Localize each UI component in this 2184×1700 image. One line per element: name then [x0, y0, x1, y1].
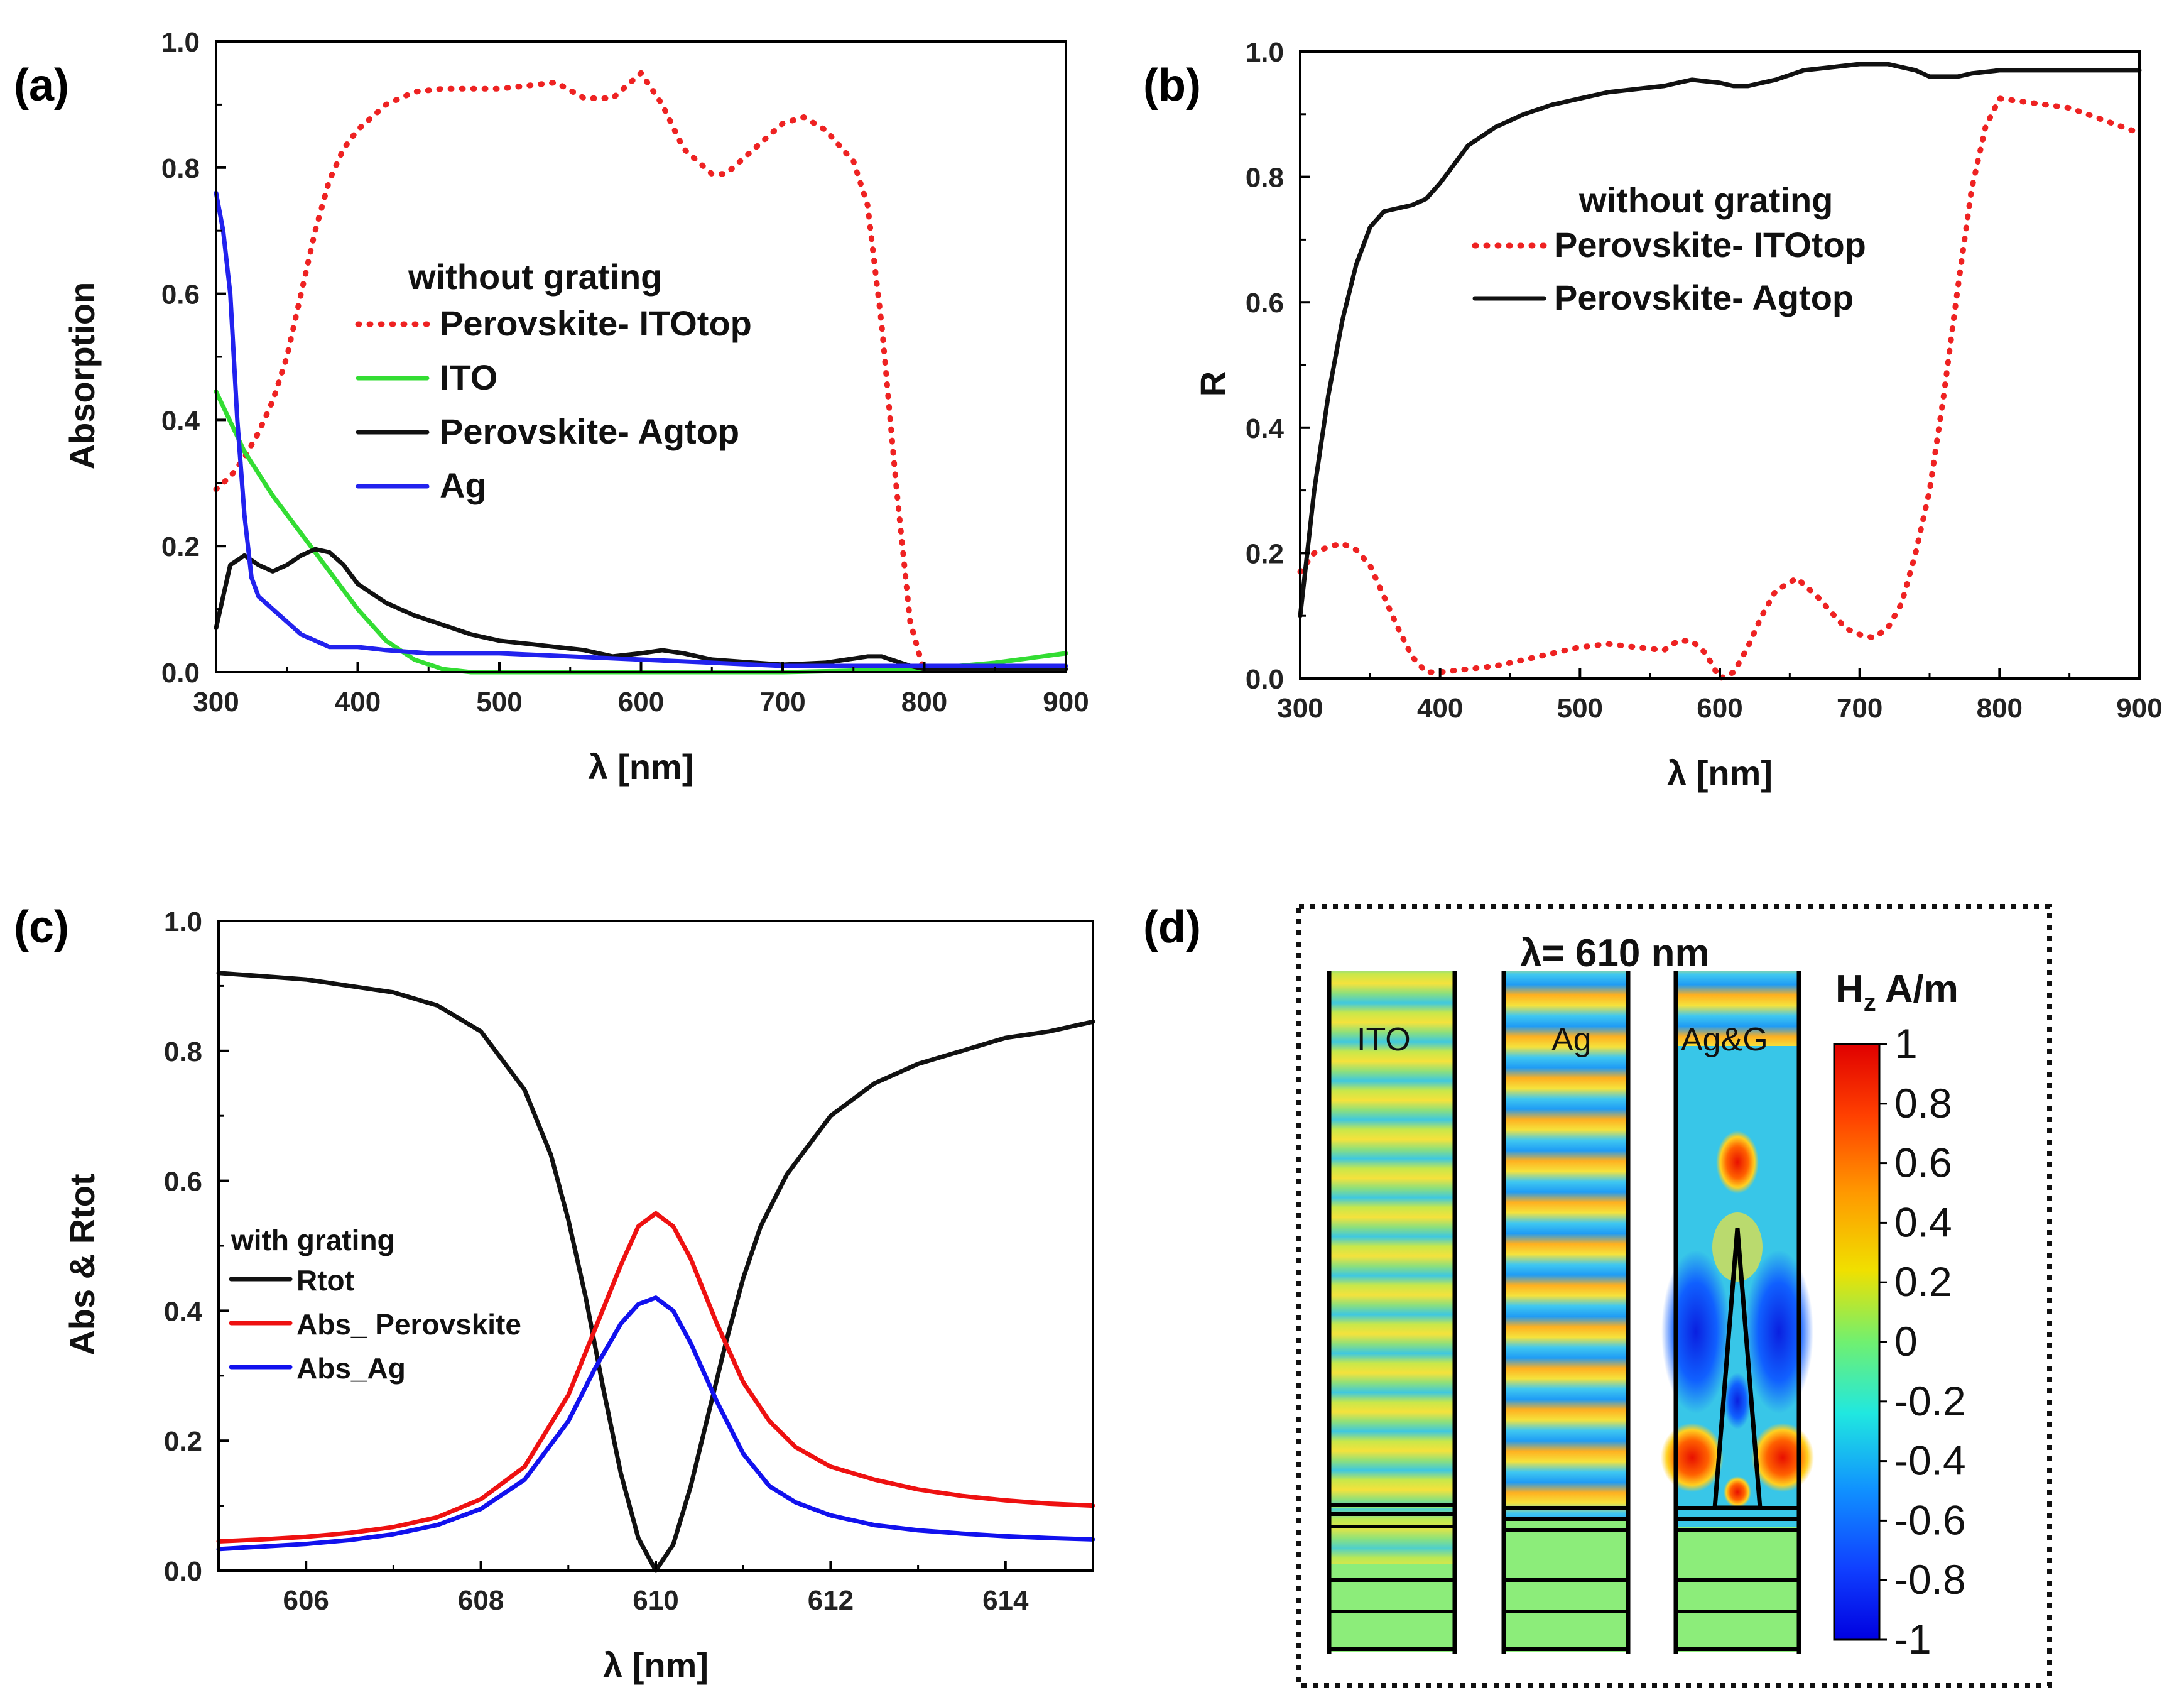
series-line-perovskite-itotop: [213, 70, 927, 675]
field-map-ito: ITO: [1327, 971, 1457, 1654]
legend-title: with grating: [231, 1224, 395, 1256]
field-map-label-ito: ITO: [1357, 1022, 1411, 1058]
x-tick-label: 900: [1043, 687, 1089, 717]
colorbar-label: Hz A/m: [1835, 967, 1959, 1016]
colorbar-tick-label: -0.4: [1894, 1437, 1966, 1484]
y-tick-label: 1.0: [1246, 37, 1284, 68]
colorbar-tick-label: 0.6: [1894, 1140, 1952, 1186]
y-tick-label: 0.2: [164, 1426, 202, 1457]
field-map-label-ag-grating: Ag&G: [1681, 1022, 1768, 1058]
y-axis-label: Absorption: [62, 282, 102, 470]
y-tick-label: 0.6: [161, 280, 200, 310]
x-tick-label: 400: [335, 687, 381, 717]
x-axis-label: λ [nm]: [1667, 753, 1773, 793]
y-tick-label: 0.0: [164, 1556, 202, 1587]
panel-label-c: (c): [14, 902, 69, 952]
chart-c: 606 608 610 612 614 0.0 0.2 0.4 0.6 0.8 1.0 λ [nm] A…: [62, 907, 1095, 1685]
field-map-ag-grating: Ag&G: [1661, 971, 1814, 1654]
x-tick-label: 606: [283, 1585, 329, 1616]
legend-entry: Rtot: [296, 1264, 354, 1297]
y-tick-label: 0.2: [1246, 538, 1284, 569]
legend-entry: Ag: [440, 466, 487, 505]
colorbar-tick-label: -0.8: [1894, 1556, 1966, 1603]
colorbar-tick-label: -0.2: [1894, 1378, 1966, 1424]
colorbar-gradient: [1833, 1043, 1881, 1641]
x-tick-label: 800: [901, 687, 947, 717]
x-tick-label: 900: [2116, 693, 2162, 724]
plot-frame: [1299, 50, 2141, 680]
legend-entry: Perovskite- ITOtop: [1554, 225, 1866, 264]
x-axis-label: λ [nm]: [589, 747, 694, 787]
series-line-abs-perovskite: [216, 1211, 1095, 1544]
legend-entry: Perovskite- Agtop: [1554, 278, 1854, 317]
x-tick-label: 610: [633, 1585, 678, 1616]
y-tick-label: 0.0: [161, 658, 200, 689]
y-tick-label: 0.4: [161, 405, 200, 436]
field-map-dotted-frame: [1296, 904, 2052, 1688]
panel-label-d: (d): [1143, 902, 1201, 952]
y-tick-label: 0.8: [161, 153, 200, 184]
legend-entry: Perovskite- Agtop: [440, 411, 739, 451]
x-tick-label: 500: [476, 687, 522, 717]
y-tick-label: 0.4: [1246, 413, 1285, 444]
field-map-title: λ= 610 nm: [1520, 932, 1710, 975]
y-tick-label: 1.0: [164, 907, 202, 937]
x-axis-label: λ [nm]: [603, 1645, 709, 1685]
y-tick-label: 0.2: [161, 531, 200, 562]
series-line-perovskite-agtop: [1298, 62, 2142, 618]
legend-entry: Abs_Ag: [296, 1352, 406, 1385]
colorbar-tick-label: 0.4: [1894, 1199, 1952, 1245]
x-tick-label: 500: [1557, 693, 1603, 724]
colorbar-tick-label: 0.8: [1894, 1080, 1952, 1126]
y-tick-label: 0.6: [1246, 288, 1284, 319]
y-tick-label: 0.0: [1246, 664, 1284, 695]
legend-entry: ITO: [440, 357, 497, 397]
chart-a: 300 400 500 600 700 800 900 0.0 0.2 0.4 0.6 0.8 1.0 λ…: [62, 27, 1089, 787]
colorbar-tick-label: 0.2: [1894, 1258, 1952, 1305]
x-tick-label: 400: [1417, 693, 1463, 724]
x-tick-label: 600: [1697, 693, 1742, 724]
y-tick-label: 0.6: [164, 1167, 202, 1197]
series-line-abs-ag: [216, 1295, 1095, 1552]
x-tick-label: 612: [808, 1585, 854, 1616]
y-tick-label: 0.8: [1246, 163, 1284, 193]
legend-entry: Abs_ Perovskite: [296, 1308, 521, 1341]
x-tick-label: 300: [1277, 693, 1323, 724]
colorbar-tick-label: 0: [1894, 1318, 1918, 1365]
y-tick-label: 1.0: [161, 27, 200, 58]
panel-label-b: (b): [1143, 60, 1201, 111]
chart-b: 300 400 500 600 700 800 900 0.0 0.2 0.4 0.6 0.8 1.0 λ…: [1193, 37, 2163, 793]
legend-entry: Perovskite- ITOtop: [440, 303, 752, 343]
field-map-label-ag: Ag: [1551, 1022, 1592, 1058]
series-line-ag: [214, 190, 1068, 668]
field-map-ag: Ag: [1501, 971, 1631, 1654]
x-tick-label: 800: [1977, 693, 2023, 724]
colorbar: Hz A/m 1 0.8 0.6 0.4 0.2 0 -0.2 -0.4 -0.6 -0.8 -1: [1833, 967, 1966, 1662]
y-tick-label: 0.4: [164, 1296, 203, 1327]
x-tick-label: 614: [982, 1585, 1029, 1616]
x-tick-label: 608: [458, 1585, 504, 1616]
x-tick-label: 700: [759, 687, 805, 717]
colorbar-tick-label: -0.6: [1894, 1496, 1966, 1543]
plot-frame: [215, 40, 1067, 673]
panel-label-a: (a): [14, 60, 69, 111]
x-tick-label: 300: [193, 687, 239, 717]
y-tick-label: 0.8: [164, 1037, 202, 1067]
series-line-perovskite-itotop: [1297, 95, 2143, 682]
legend-title: without grating: [408, 257, 662, 297]
colorbar-tick-label: 1: [1894, 1020, 1918, 1067]
y-axis-label: Abs & Rtot: [62, 1174, 102, 1355]
x-tick-label: 600: [618, 687, 664, 717]
series-line-perovskite-agtop: [214, 547, 1068, 672]
x-tick-label: 700: [1837, 693, 1882, 724]
field-map-panel: λ= 610 nm ITO: [1296, 904, 2052, 1688]
colorbar-tick-label: -1: [1894, 1616, 1931, 1662]
y-axis-label: R: [1193, 371, 1232, 396]
legend-title: without grating: [1578, 180, 1833, 220]
